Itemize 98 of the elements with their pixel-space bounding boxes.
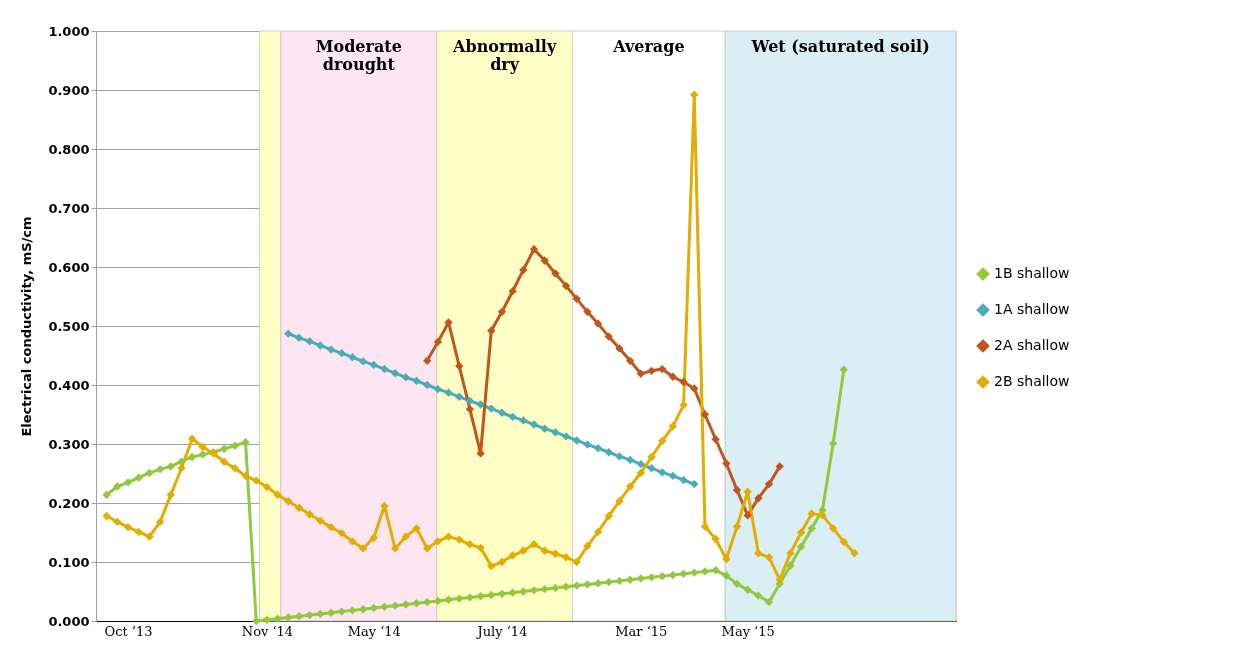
point [668, 372, 678, 381]
point [465, 405, 475, 414]
point [593, 319, 603, 328]
point [775, 462, 784, 471]
point [561, 281, 571, 291]
point [572, 294, 581, 304]
point [433, 337, 443, 347]
point [572, 436, 581, 445]
point [519, 416, 528, 425]
point [551, 428, 560, 437]
point [679, 377, 688, 387]
point [604, 448, 613, 457]
point [497, 307, 507, 317]
point [540, 256, 549, 265]
y-axis-title: Electrical conductivity, mS/cm [19, 216, 35, 437]
point [444, 388, 453, 397]
point [508, 412, 517, 422]
point [401, 373, 410, 382]
point [593, 443, 603, 453]
point [487, 404, 496, 413]
point [369, 360, 378, 370]
legend-label: 1A shallow [994, 301, 1070, 317]
point [433, 384, 443, 394]
point [764, 479, 774, 489]
point [711, 435, 720, 444]
legend-label: 1B shallow [994, 265, 1070, 281]
point [732, 485, 742, 495]
point [348, 353, 357, 362]
point [476, 400, 485, 409]
point [722, 459, 731, 468]
point [551, 269, 560, 278]
point [668, 471, 678, 481]
point [412, 376, 421, 386]
y-tick-label: 0.000 [48, 613, 90, 629]
point [561, 432, 571, 441]
point [529, 245, 539, 254]
x-tick-label: Nov ‘14 [241, 623, 294, 639]
point [647, 464, 656, 473]
point [380, 364, 389, 374]
point [519, 265, 528, 275]
point [497, 408, 507, 417]
annotation: Average [612, 37, 685, 56]
point [615, 344, 624, 353]
point [658, 364, 667, 374]
x-tick-label: May ‘15 [721, 623, 775, 639]
point [604, 332, 613, 341]
y-tick-label: 0.300 [48, 436, 90, 452]
y-tick-label: 0.400 [48, 377, 90, 393]
point [636, 459, 646, 469]
point [284, 329, 293, 338]
point [690, 384, 699, 393]
y-tick-label: 0.800 [48, 141, 90, 157]
point [465, 396, 475, 406]
annotation: Abnormally dry [452, 37, 557, 74]
y-tick-label: 0.100 [48, 554, 90, 570]
point [583, 440, 592, 449]
x-tick-label: Oct ‘13 [104, 623, 153, 639]
x-tick-label: Mar ‘15 [615, 623, 668, 639]
x-tick-label: May ‘14 [347, 623, 401, 639]
point [690, 479, 699, 489]
point [754, 494, 763, 503]
point [700, 410, 710, 419]
point [529, 420, 539, 429]
point [476, 449, 485, 458]
point [625, 455, 635, 465]
annotation: Wet (saturated soil) [750, 37, 930, 56]
point [305, 337, 314, 346]
point [743, 511, 752, 520]
point [625, 356, 635, 365]
point [455, 361, 464, 371]
point [615, 452, 624, 461]
y-tick-label: 0.200 [48, 495, 90, 511]
point [647, 366, 656, 376]
legend-label: 2B shallow [994, 373, 1070, 389]
point [487, 326, 496, 335]
point [508, 287, 517, 296]
y-tick-label: 0.600 [48, 259, 90, 275]
point [326, 345, 336, 354]
point [455, 392, 464, 401]
point [583, 307, 592, 317]
point [679, 475, 688, 485]
point [636, 369, 646, 378]
x-tick-label: July ‘14 [475, 623, 528, 639]
point [390, 369, 400, 378]
point [358, 357, 368, 366]
point [423, 356, 432, 365]
annotation: Moderate drought [315, 37, 402, 74]
point [294, 333, 304, 342]
point [337, 348, 346, 358]
point [540, 424, 549, 433]
point [658, 468, 667, 477]
y-tick-label: 0.900 [48, 82, 90, 98]
y-tick-label: 0.700 [48, 200, 90, 216]
point [423, 380, 432, 390]
y-tick-label: 0.500 [48, 318, 90, 334]
legend-label: 2A shallow [994, 337, 1070, 353]
y-tick-label: 1.000 [48, 23, 90, 39]
point [316, 341, 325, 350]
